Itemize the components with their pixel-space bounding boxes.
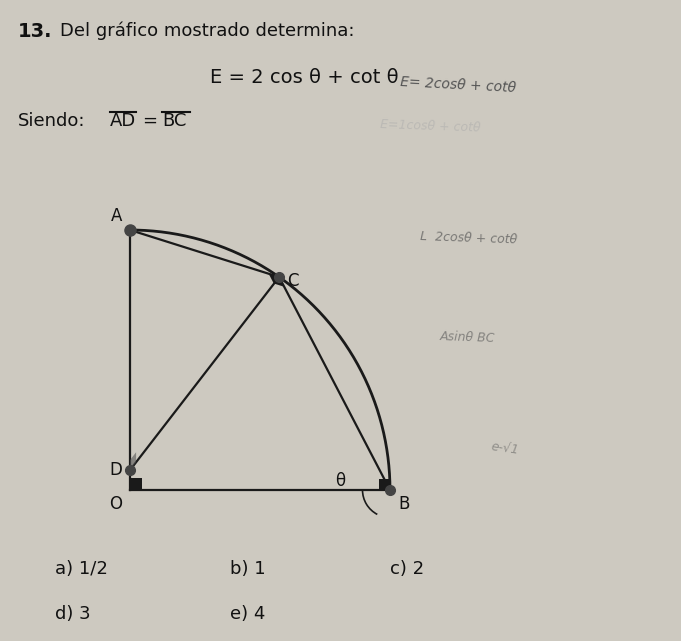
Text: c) 2: c) 2 [390, 560, 424, 578]
Text: Siendo:: Siendo: [18, 112, 86, 130]
Text: E = 2 cos θ + cot θ: E = 2 cos θ + cot θ [210, 68, 398, 87]
Text: e-√1: e-√1 [490, 440, 520, 457]
Text: b) 1: b) 1 [230, 560, 266, 578]
Text: =: = [142, 112, 157, 130]
Polygon shape [379, 479, 390, 490]
Text: e) 4: e) 4 [230, 605, 266, 623]
Text: AD: AD [110, 112, 136, 130]
Text: B: B [398, 495, 409, 513]
Text: Asinθ BC: Asinθ BC [440, 330, 496, 345]
Text: C: C [287, 272, 299, 290]
Polygon shape [130, 478, 142, 490]
Text: E= 2cosθ + cotθ: E= 2cosθ + cotθ [400, 75, 517, 95]
Text: θ: θ [335, 472, 345, 490]
Text: A: A [110, 207, 122, 225]
Polygon shape [130, 452, 136, 470]
Polygon shape [268, 274, 284, 287]
Text: BC: BC [162, 112, 187, 130]
Text: Del gráfico mostrado determina:: Del gráfico mostrado determina: [60, 22, 355, 40]
Text: d) 3: d) 3 [55, 605, 91, 623]
Text: a) 1/2: a) 1/2 [55, 560, 108, 578]
Text: D: D [109, 461, 122, 479]
Text: L  2cosθ + cotθ: L 2cosθ + cotθ [420, 230, 518, 246]
Text: O: O [109, 495, 122, 513]
Text: 13.: 13. [18, 22, 52, 41]
Text: E=1cosθ + cotθ: E=1cosθ + cotθ [380, 118, 481, 135]
